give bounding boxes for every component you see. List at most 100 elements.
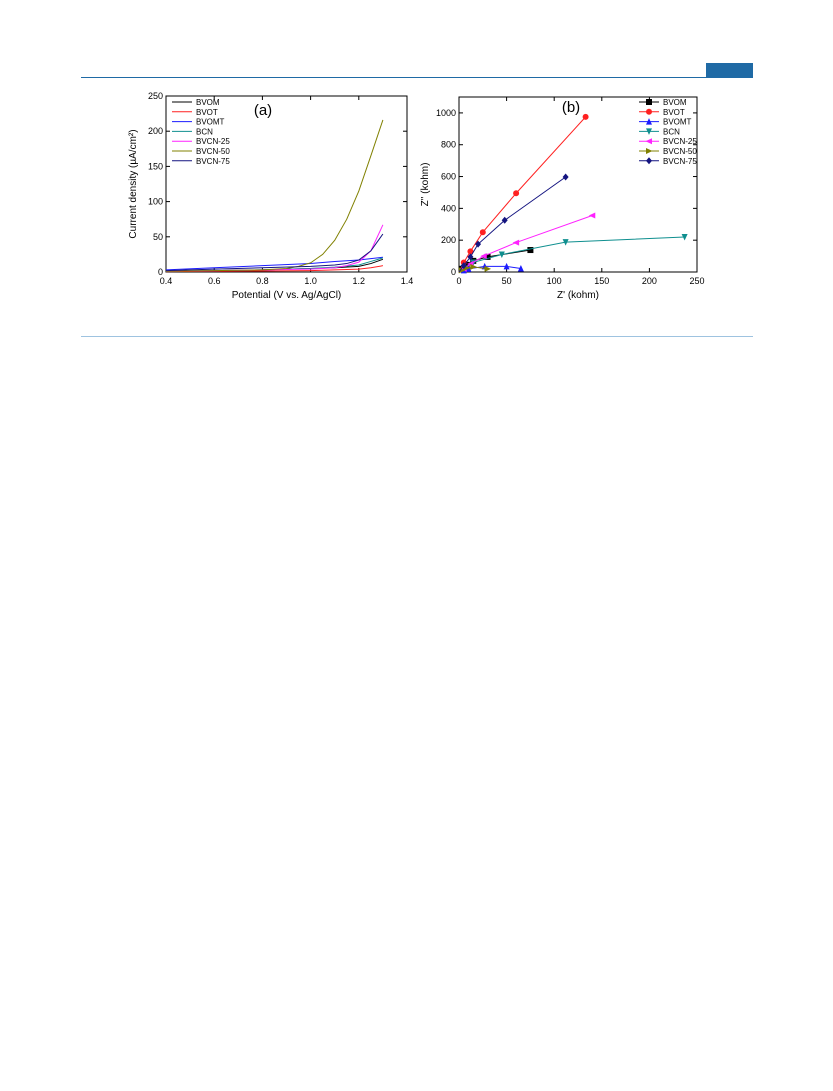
chart-b-x-tick-label: 0 xyxy=(456,276,461,286)
chart-a-x-tick-label: 1.0 xyxy=(304,276,317,286)
chart-b-x-tick-label: 200 xyxy=(642,276,657,286)
chart-b-legend-marker-bvomt xyxy=(646,118,652,125)
chart-b-legend-label-bcn: BCN xyxy=(663,127,680,136)
chart-b-y-tick-label: 200 xyxy=(441,235,456,245)
chart-b-point-bvomt xyxy=(503,262,510,270)
header-rule xyxy=(81,77,753,78)
chart-a-legend-label-bvcn-50: BVCN-50 xyxy=(196,147,230,156)
chart-b-point-bcn xyxy=(498,251,505,258)
chart-b-point-bvcn-50 xyxy=(484,265,492,272)
chart-a-series-bvcn-50 xyxy=(165,119,384,272)
chart-b-x-tick-label: 150 xyxy=(594,276,609,286)
chart-b-svg: 0 50 100 150 200 250 0 200 400 600 800 1000 Z' (kohm… xyxy=(420,96,705,301)
chart-a-legend-label-bcn: BCN xyxy=(196,127,213,136)
chart-b-legend-label-bvcn-25: BVCN-25 xyxy=(663,137,697,146)
chart-a-y-axis-label: Current density (µA/cm²) xyxy=(128,129,139,238)
chart-b-y-tick-label: 400 xyxy=(441,203,456,213)
chart-b-panel-label: (b) xyxy=(562,99,580,116)
chart-b-legend-marker-bcn xyxy=(646,128,652,135)
chart-a-x-axis-label: Potential (V vs. Ag/AgCl) xyxy=(232,290,342,301)
chart-b-y-tick-label: 1000 xyxy=(436,108,456,118)
chart-b-point-bvcn-50 xyxy=(458,267,466,274)
chart-b-point-bvcn-25 xyxy=(588,212,596,219)
chart-b-x-tick-label: 250 xyxy=(689,276,704,286)
chart-b-legend-marker-bvcn-25 xyxy=(645,138,652,145)
chart-panel-b: 0 50 100 150 200 250 0 200 400 600 800 1000 Z' (kohm… xyxy=(416,88,716,320)
chart-a-series-bvot xyxy=(165,265,383,273)
chart-a-y-tick-label: 150 xyxy=(148,161,163,171)
chart-b-legend-label-bvcn-50: BVCN-50 xyxy=(663,147,697,156)
chart-b-x-axis-label: Z' (kohm) xyxy=(557,290,599,301)
chart-b-point-bvcn-25 xyxy=(512,239,520,246)
chart-a-legend-label-bvot: BVOT xyxy=(196,108,218,117)
chart-a-series-bvomt xyxy=(165,256,383,271)
chart-b-legend-marker-bvot xyxy=(646,108,652,115)
chart-b-x-tick-label: 50 xyxy=(502,276,512,286)
chart-b-x-tick-label: 100 xyxy=(547,276,562,286)
chart-a-line-bvot xyxy=(165,265,383,273)
chart-a-x-tick-label: 0.8 xyxy=(256,276,269,286)
chart-a-x-tick-label: 0.6 xyxy=(208,276,221,286)
chart-b-legend-label-bvot: BVOT xyxy=(663,108,685,117)
chart-b-point-bvcn-25 xyxy=(480,253,487,260)
chart-a-line-bvcn-50 xyxy=(165,119,384,272)
chart-a-line-bvomt xyxy=(165,256,383,271)
chart-b-point-bvom xyxy=(527,247,534,254)
header-accent-tab xyxy=(706,63,753,77)
chart-a-y-tick-label: 200 xyxy=(148,126,163,136)
chart-b-point-bvom xyxy=(463,261,470,268)
chart-a-x-tick-label: 1.4 xyxy=(401,276,414,286)
chart-a-svg: 0.4 0.6 0.8 1.0 1.2 1.4 0 50 100 150 200 250 Potenti… xyxy=(128,91,414,301)
chart-b-point-bvcn-75 xyxy=(501,216,508,224)
chart-b-point-bvcn-75 xyxy=(475,240,482,248)
chart-b-legend-marker-bvcn-75 xyxy=(646,157,652,165)
chart-b-line-bvcn-75 xyxy=(458,176,566,273)
chart-b-point-bvot xyxy=(513,190,520,197)
chart-b-point-bvcn-75 xyxy=(460,262,467,270)
chart-b-point-bvot xyxy=(582,113,589,120)
chart-b-plot-frame xyxy=(458,96,698,273)
chart-b-legend-label-bvom: BVOM xyxy=(663,98,687,107)
chart-a-line-bvcn-25 xyxy=(165,224,384,272)
chart-a-legend-label-bvom: BVOM xyxy=(196,98,220,107)
chart-b-legend-marker-bvcn-50 xyxy=(646,148,653,154)
chart-a-series-bvcn-25 xyxy=(165,224,384,272)
chart-a-x-tick-label: 0.4 xyxy=(160,276,173,286)
chart-a-panel-label: (a) xyxy=(254,102,272,119)
chart-b-point-bvomt xyxy=(517,265,524,272)
chart-b-series-bvcn-75 xyxy=(458,173,569,273)
chart-panel-a: 0.4 0.6 0.8 1.0 1.2 1.4 0 50 100 150 200 250 Potenti… xyxy=(118,88,418,320)
chart-a-line-bvcn-75 xyxy=(165,233,384,272)
chart-b-legend-label-bvomt: BVOMT xyxy=(663,118,692,127)
chart-a-legend-label-bvcn-25: BVCN-25 xyxy=(196,137,230,146)
chart-b-legend-marker-bvom xyxy=(646,99,652,105)
chart-b-series-bvot xyxy=(458,113,589,273)
chart-b-point-bcn xyxy=(681,234,688,241)
chart-a-y-tick-label: 250 xyxy=(148,91,163,101)
footer-rule xyxy=(81,336,753,337)
chart-b-y-tick-label: 800 xyxy=(441,140,456,150)
chart-b-y-axis-label: Z'' (kohm) xyxy=(420,163,431,207)
chart-b-legend-label-bvcn-75: BVCN-75 xyxy=(663,157,697,166)
chart-b-point-bcn xyxy=(562,239,569,246)
chart-b-y-tick-label: 0 xyxy=(451,267,456,277)
chart-b-point-bvot xyxy=(467,248,474,255)
chart-b-point-bvom xyxy=(484,253,491,260)
chart-a-x-tick-label: 1.2 xyxy=(353,276,366,286)
chart-b-point-bvcn-75 xyxy=(562,173,569,181)
chart-a-y-tick-label: 0 xyxy=(158,267,163,277)
chart-a-plot-frame xyxy=(165,95,408,273)
chart-a-series-bvcn-75 xyxy=(165,233,384,272)
chart-b-point-bvcn-75 xyxy=(467,253,474,261)
chart-b-point-bvot xyxy=(479,229,486,236)
chart-b-y-tick-label: 600 xyxy=(441,172,456,182)
chart-b-series-bvcn-50 xyxy=(458,263,492,274)
chart-a-y-tick-label: 100 xyxy=(148,197,163,207)
chart-b-line-bvot xyxy=(458,116,586,273)
chart-a-y-tick-label: 50 xyxy=(153,232,163,242)
chart-b-point-bvcn-50 xyxy=(470,263,477,270)
chart-a-legend-label-bvomt: BVOMT xyxy=(196,118,225,127)
chart-a-legend-label-bvcn-75: BVCN-75 xyxy=(196,157,230,166)
